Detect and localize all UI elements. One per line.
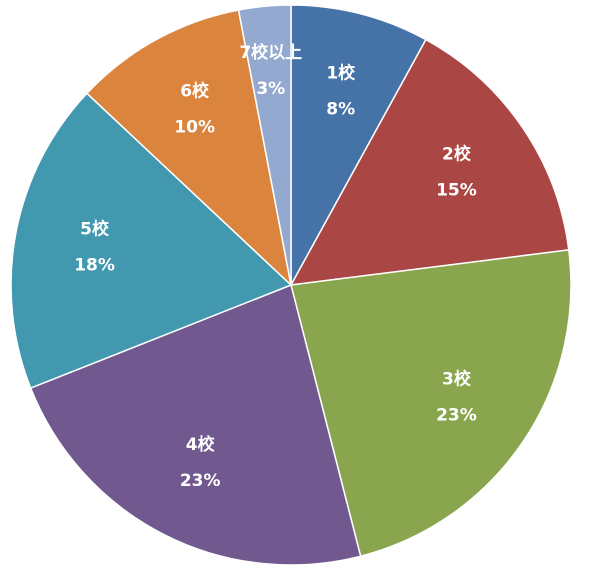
pie-slice: [289, 38, 570, 286]
pie-slice: [85, 9, 293, 288]
value-label: 8%: [326, 99, 355, 119]
pie-slice: [10, 92, 293, 390]
slice-label: 5校: [80, 219, 110, 240]
value-label: 15%: [436, 181, 477, 201]
value-label: 23%: [180, 471, 221, 491]
pie-slice: [29, 283, 362, 566]
slice-label: 4校: [186, 434, 216, 455]
slice-label: 7校以上: [239, 42, 302, 63]
value-label: 18%: [74, 256, 115, 276]
value-label: 3%: [256, 79, 285, 99]
pie-slice: [290, 249, 572, 558]
slice-label: 6校: [180, 81, 210, 102]
slice-label: 1校: [326, 62, 356, 83]
value-label: 23%: [436, 405, 477, 425]
slice-label: 3校: [442, 368, 472, 389]
value-label: 10%: [174, 118, 215, 138]
slice-label: 2校: [442, 144, 472, 165]
pie-slice: [237, 4, 292, 286]
pie-slice: [290, 4, 427, 286]
